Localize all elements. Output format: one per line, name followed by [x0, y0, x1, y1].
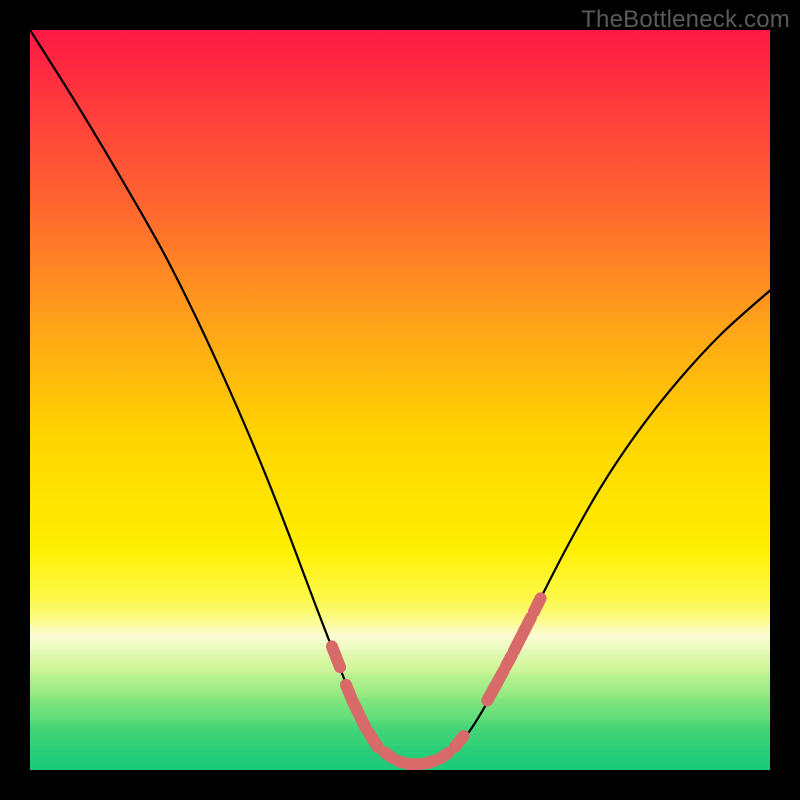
bead-segment [332, 646, 340, 667]
bead-segment [369, 733, 378, 747]
bead-segment [384, 752, 392, 758]
bead-segment [426, 760, 436, 763]
bottom-band-stripes [30, 578, 770, 770]
bead-segment [455, 736, 464, 747]
bead-segment [346, 685, 351, 698]
bead-segment [534, 598, 541, 611]
bead-segment [506, 655, 512, 666]
chart-frame: TheBottleneck.com [0, 0, 800, 800]
bead-segment [441, 753, 448, 758]
bead-segment [399, 761, 404, 762]
plot-area [30, 30, 770, 770]
watermark-text: TheBottleneck.com [581, 6, 790, 34]
bottleneck-curve-chart [30, 30, 770, 770]
